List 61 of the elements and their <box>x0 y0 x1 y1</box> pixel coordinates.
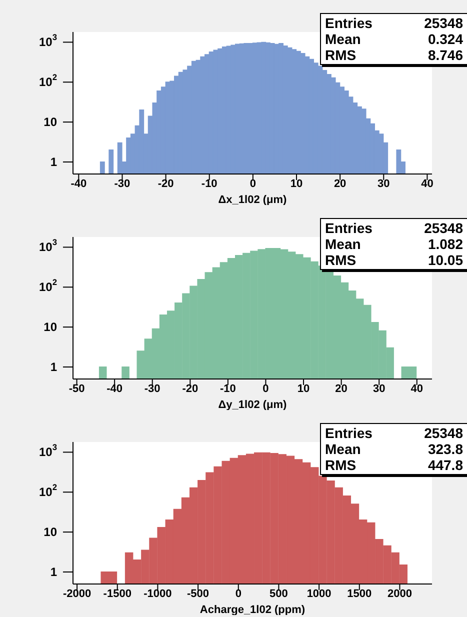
x-tick-label: -10 <box>220 383 236 396</box>
annotation: 8.746 <box>428 47 463 63</box>
y-tick-label: 10$^{2}$ <box>38 277 58 294</box>
annotation: 1.082 <box>428 236 463 252</box>
y-tick-label: 10$^{2}$ <box>38 72 58 90</box>
annotation: 10.05 <box>428 252 463 268</box>
annotation: RMS <box>325 457 356 473</box>
text: 25348 <box>424 220 463 236</box>
y-tick-label: 10 <box>44 320 58 334</box>
text: Entries <box>325 425 372 441</box>
y-tick-label: 1 <box>50 564 58 579</box>
y-tick-label: 10 <box>44 525 58 540</box>
x-tick-label: 1000 <box>306 588 332 600</box>
annotation: Mean <box>325 31 361 47</box>
x-tick-label: -10 <box>201 178 218 190</box>
x-tick-label: 40 <box>410 383 424 396</box>
x-tick-label: 30 <box>372 383 386 396</box>
annotation: Mean <box>325 441 361 457</box>
y-tick-label: 1 <box>50 360 58 374</box>
x-tick-label: 0 <box>235 588 242 600</box>
annotation: 323.8 <box>428 441 463 457</box>
y-tick-label: 10$^{3}$ <box>38 442 58 460</box>
x-tick-label: -1000 <box>144 588 172 600</box>
text: 25348 <box>424 15 463 31</box>
y-tick-label: 10$^{3}$ <box>38 237 58 254</box>
y-tick-label: 1 <box>50 154 58 169</box>
x-tick-label: 1500 <box>347 588 372 600</box>
x-axis-title: Δx_1l02 (μm) <box>218 194 288 206</box>
annotation: Mean <box>325 236 361 252</box>
x-tick-label: -30 <box>114 178 130 190</box>
y-tick-label: 10$^{3}$ <box>38 32 58 50</box>
x-tick-label: 20 <box>334 178 346 190</box>
text: 25348 <box>424 425 463 441</box>
x-tick-label: 0 <box>250 178 256 190</box>
x-axis-title: Δy_1l02 (μm) <box>218 399 288 411</box>
x-tick-label: 20 <box>335 383 348 396</box>
x-tick-label: 10 <box>290 178 303 190</box>
x-tick-label: 0 <box>262 383 269 396</box>
y-tick-label: 10 <box>44 115 58 130</box>
annotation: 0.324 <box>428 31 463 47</box>
text: Entries <box>325 15 372 31</box>
x-tick-label: -30 <box>144 383 160 396</box>
x-tick-label: 30 <box>378 178 390 190</box>
annotation: RMS <box>325 252 356 268</box>
annotation: RMS <box>325 47 356 63</box>
x-tick-label: -1500 <box>103 588 132 600</box>
x-tick-label: 40 <box>421 178 434 190</box>
x-tick-label: 2000 <box>387 588 412 600</box>
x-tick-label: -2000 <box>62 588 92 600</box>
x-tick-label: -40 <box>106 383 123 396</box>
x-axis-title: Acharge_1l02 (ppm) <box>200 604 306 616</box>
x-tick-label: 10 <box>297 383 310 396</box>
annotation: 447.8 <box>428 457 463 473</box>
text: Entries <box>325 220 372 236</box>
x-tick-label: -50 <box>68 383 85 396</box>
x-tick-label: -500 <box>187 588 210 600</box>
y-tick-label: 10$^{2}$ <box>38 482 58 500</box>
x-tick-label: -40 <box>70 178 87 190</box>
x-tick-label: -20 <box>158 178 174 190</box>
x-tick-label: 500 <box>270 588 288 600</box>
x-tick-label: -20 <box>182 383 198 396</box>
